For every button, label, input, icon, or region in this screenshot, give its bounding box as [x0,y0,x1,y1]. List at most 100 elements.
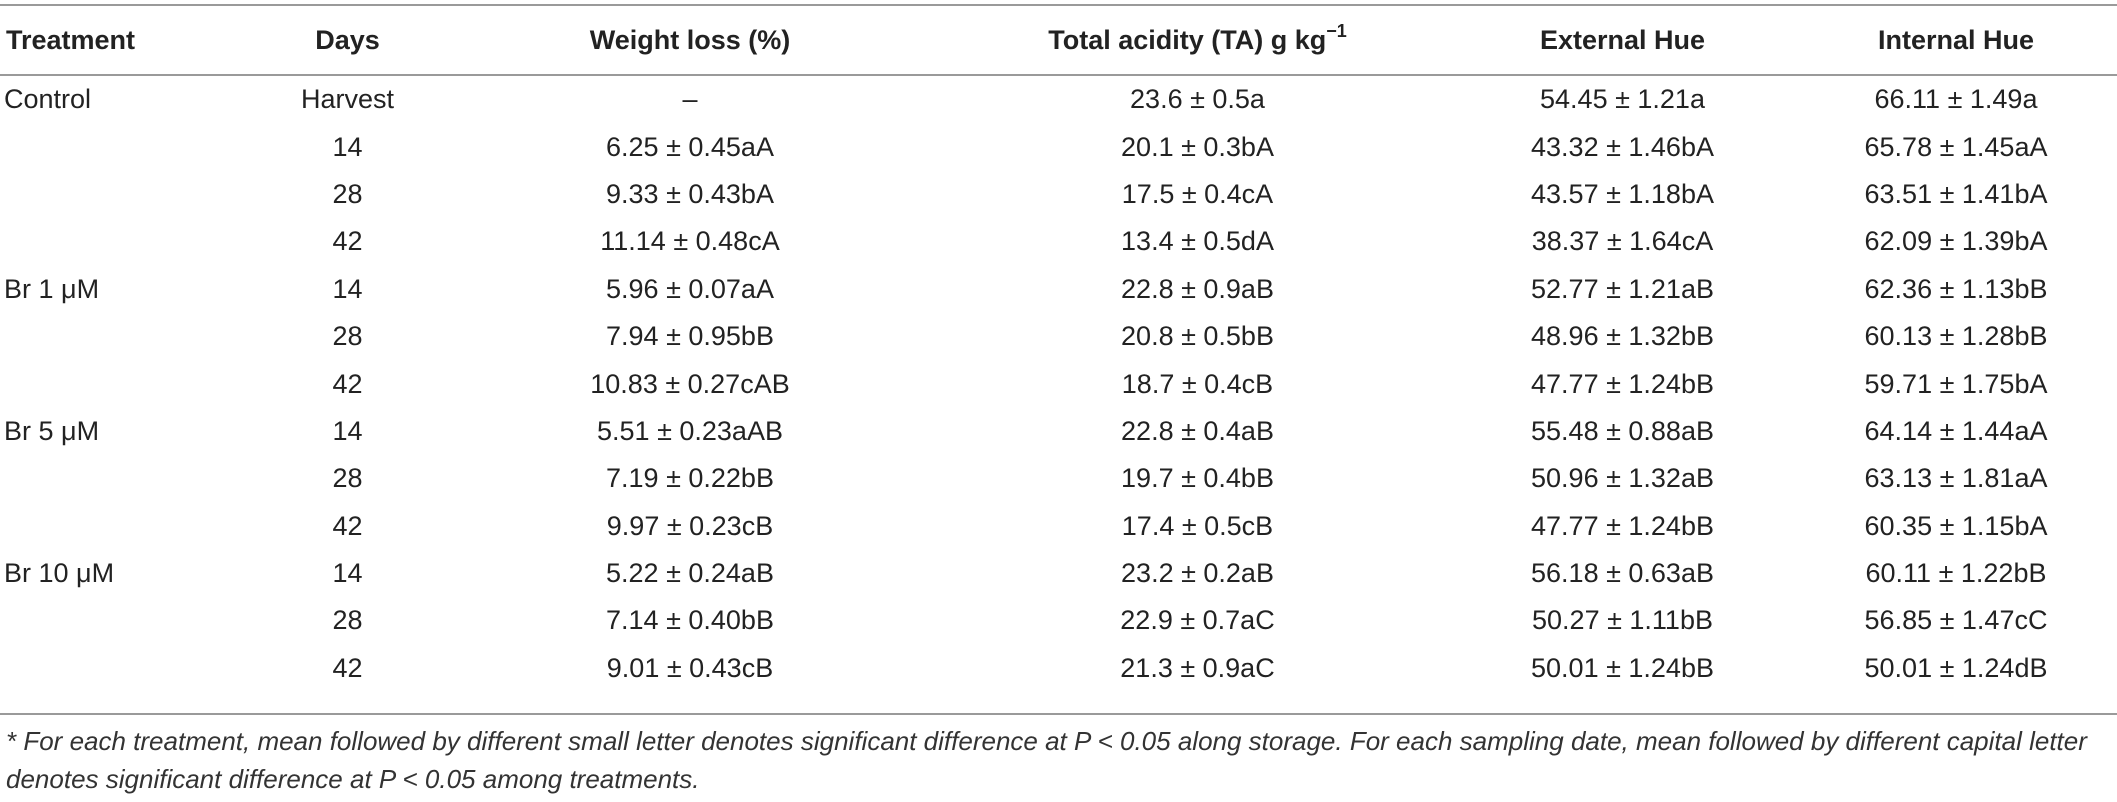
header-internal-hue: Internal Hue [1877,24,2035,55]
cell-total-acidity: 17.4 ± 0.5cB [1121,510,1274,541]
cell-days: 14 [332,415,363,446]
top-rule [0,4,2117,6]
cell-weight-loss: 11.14 ± 0.48cA [600,226,780,257]
cell-days: 28 [332,605,363,636]
cell-days: 42 [332,652,363,683]
cell-internal-hue: 62.36 ± 1.13bB [1864,273,2048,304]
cell-external-hue: 47.77 ± 1.24bB [1531,368,1714,399]
cell-weight-loss: 7.19 ± 0.22bB [606,463,774,494]
table-row: 42 9.97 ± 0.23cB 17.4 ± 0.5cB 47.77 ± 1.24b… [0,503,2117,550]
cell-external-hue: 43.57 ± 1.18bA [1531,178,1714,209]
cell-treatment [0,455,260,502]
cell-internal-hue: 56.85 ± 1.47cC [1864,605,2048,636]
cell-external-hue: 50.27 ± 1.11bB [1532,605,1713,636]
table-row: 28 7.94 ± 0.95bB 20.8 ± 0.5bB 48.96 ± 1.32b… [0,313,2117,360]
cell-weight-loss: 5.96 ± 0.07aA [606,273,774,304]
table-row: Br 1 μM 14 5.96 ± 0.07aA 22.8 ± 0.9aB 52.77 … [0,266,2117,313]
cell-treatment [0,645,260,692]
table-row: 28 7.14 ± 0.40bB 22.9 ± 0.7aC 50.27 ± 1.11b… [0,597,2117,644]
cell-treatment: Control [4,84,92,115]
header-weight-loss: Weight loss (%) [589,24,791,55]
cell-internal-hue: 64.14 ± 1.44aA [1864,415,2048,446]
cell-days: 14 [332,558,363,589]
cell-external-hue: 56.18 ± 0.63aB [1531,558,1714,589]
cell-total-acidity: 23.2 ± 0.2aB [1121,558,1274,589]
cell-internal-hue: 63.51 ± 1.41bA [1864,178,2048,209]
cell-external-hue: 43.32 ± 1.46bA [1531,131,1714,162]
cell-treatment: Br 10 μM [4,558,115,589]
cell-external-hue: 38.37 ± 1.64cA [1531,226,1714,257]
cell-days: Harvest [300,84,395,115]
cell-internal-hue: 60.35 ± 1.15bA [1864,510,2048,541]
cell-weight-loss: 7.14 ± 0.40bB [606,605,774,636]
cell-internal-hue: 66.11 ± 1.49a [1874,84,2038,115]
header-total-acidity-label: Total acidity (TA) g kg [1048,24,1327,55]
cell-total-acidity: 19.7 ± 0.4bB [1121,463,1274,494]
cell-total-acidity: 18.7 ± 0.4cB [1121,368,1274,399]
cell-treatment [0,597,260,644]
cell-treatment [0,313,260,360]
cell-external-hue: 47.77 ± 1.24bB [1531,510,1714,541]
cell-total-acidity: 13.4 ± 0.5dA [1121,226,1274,257]
cell-total-acidity: 22.8 ± 0.9aB [1121,273,1274,304]
cell-internal-hue: 60.11 ± 1.22bB [1865,558,2047,589]
cell-total-acidity: 23.6 ± 0.5a [1130,84,1265,115]
cell-weight-loss: 9.97 ± 0.23cB [606,510,774,541]
header-rule [0,74,2117,76]
cell-weight-loss: 6.25 ± 0.45aA [606,131,774,162]
cell-external-hue: 55.48 ± 0.88aB [1531,415,1714,446]
table-body: Control Harvest – 23.6 ± 0.5a 54.45 ± 1.21a 6… [0,74,2117,692]
cell-weight-loss: 9.33 ± 0.43bA [606,178,774,209]
cell-internal-hue: 60.13 ± 1.28bB [1864,321,2048,352]
cell-internal-hue: 63.13 ± 1.81aA [1864,463,2048,494]
cell-total-acidity: 22.8 ± 0.4aB [1121,415,1274,446]
cell-external-hue: 48.96 ± 1.32bB [1531,321,1714,352]
cell-days: 42 [332,226,363,257]
cell-internal-hue: 62.09 ± 1.39bA [1864,226,2048,257]
cell-days: 28 [332,463,363,494]
cell-weight-loss: 7.94 ± 0.95bB [606,321,774,352]
table-row: 42 10.83 ± 0.27cAB 18.7 ± 0.4cB 47.77 ± 1.2… [0,360,2117,407]
cell-treatment [0,123,260,170]
cell-internal-hue: 50.01 ± 1.24dB [1864,652,2048,683]
cell-total-acidity: 22.9 ± 0.7aC [1120,605,1275,636]
cell-total-acidity: 20.1 ± 0.3bA [1121,131,1274,162]
cell-days: 14 [332,131,363,162]
cell-internal-hue: 59.71 ± 1.75bA [1864,368,2048,399]
cell-total-acidity: 17.5 ± 0.4cA [1121,178,1274,209]
cell-internal-hue: 65.78 ± 1.45aA [1864,131,2048,162]
cell-weight-loss: – [682,84,698,115]
cell-weight-loss: 10.83 ± 0.27cAB [590,368,790,399]
cell-external-hue: 52.77 ± 1.21aB [1531,273,1714,304]
cell-total-acidity: 21.3 ± 0.9aC [1120,652,1275,683]
header-treatment: Treatment [6,24,136,55]
table-row: 42 11.14 ± 0.48cA 13.4 ± 0.5dA 38.37 ± 1.64… [0,218,2117,265]
cell-weight-loss: 5.51 ± 0.23aAB [597,415,783,446]
cell-total-acidity: 20.8 ± 0.5bB [1121,321,1274,352]
cell-days: 42 [332,510,363,541]
data-table: Treatment Days Weight loss (%) Total aci… [0,6,2117,692]
table-row: Br 10 μM 14 5.22 ± 0.24aB 23.2 ± 0.2aB 56.18… [0,550,2117,597]
cell-external-hue: 50.01 ± 1.24bB [1531,652,1714,683]
header-row: Treatment Days Weight loss (%) Total aci… [0,6,2117,74]
cell-treatment: Br 1 μM [4,273,100,304]
cell-treatment [0,360,260,407]
cell-days: 28 [332,321,363,352]
bottom-rule [0,713,2117,715]
cell-treatment: Br 5 μM [4,415,100,446]
cell-treatment [0,503,260,550]
header-total-acidity: Total acidity (TA) g kg−1 [945,6,1450,74]
header-total-acidity-exponent: −1 [1326,20,1347,41]
table-row: 42 9.01 ± 0.43cB 21.3 ± 0.9aC 50.01 ± 1.24b… [0,645,2117,692]
table-row: 28 7.19 ± 0.22bB 19.7 ± 0.4bB 50.96 ± 1.32a… [0,455,2117,502]
table-row: Br 5 μM 14 5.51 ± 0.23aAB 22.8 ± 0.4aB 55.48… [0,408,2117,455]
cell-external-hue: 50.96 ± 1.32aB [1531,463,1714,494]
cell-external-hue: 54.45 ± 1.21a [1540,84,1705,115]
header-days: Days [315,24,380,55]
cell-weight-loss: 5.22 ± 0.24aB [606,558,774,589]
table-footnote: * For each treatment, mean followed by d… [6,726,2087,794]
table-row: Control Harvest – 23.6 ± 0.5a 54.45 ± 1.21a 6… [0,74,2117,123]
cell-treatment [0,218,260,265]
cell-days: 42 [332,368,363,399]
